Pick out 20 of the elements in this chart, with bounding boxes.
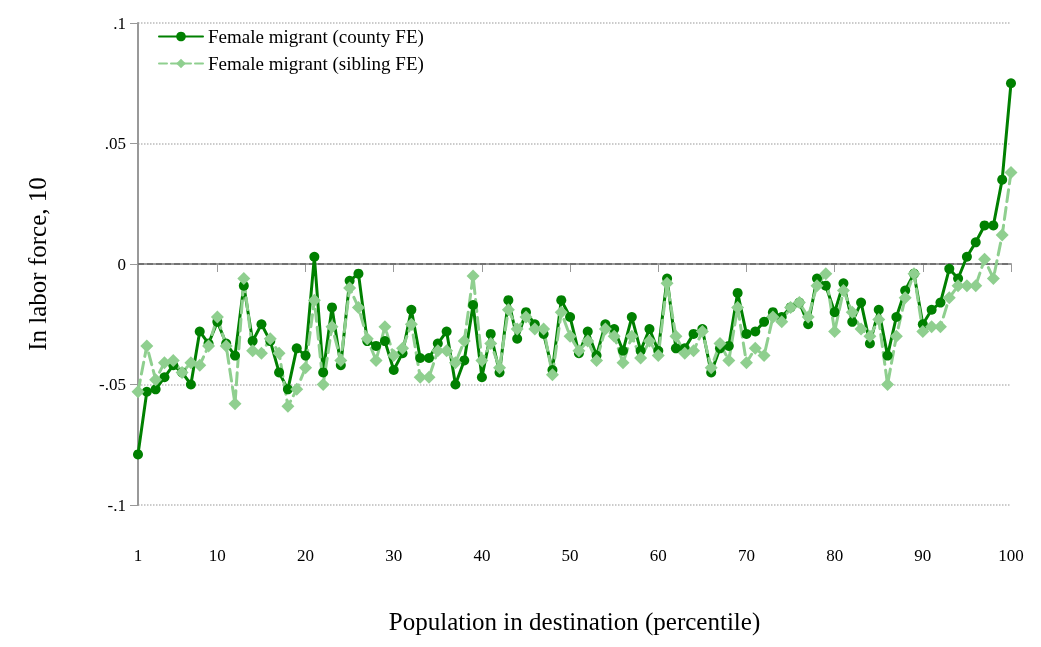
y-tick-label: 0 [117,254,126,274]
x-tick-label: 90 [914,546,932,565]
x-tick-label: 40 [473,546,491,565]
y-tick-label: .1 [113,13,126,33]
x-tick-label: 100 [998,546,1024,565]
x-tick-label: 50 [561,546,579,565]
x-axis-title: Population in destination (percentile) [388,608,761,636]
legend-label: Female migrant (county FE) [208,26,424,48]
legend-label: Female migrant (sibling FE) [208,53,424,75]
x-tick-label: 1 [133,546,143,565]
y-tick-label: .05 [104,134,126,153]
x-tick-label: 30 [385,546,403,565]
x-tick-label: 60 [649,546,667,565]
y-tick-label: -.1 [107,495,126,515]
y-axis-title: In labor force, 10 [24,177,51,351]
x-tick-label: 80 [826,546,844,565]
y-tick-label: -.05 [99,375,126,394]
x-tick-label: 70 [737,546,755,565]
x-tick-label: 10 [208,546,226,565]
x-tick-label: 20 [297,546,315,565]
